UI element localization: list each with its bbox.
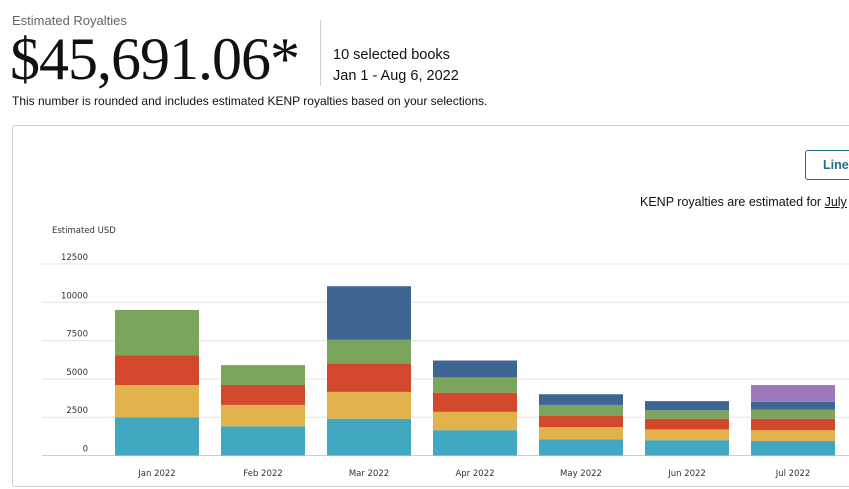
bar-segment[interactable] [221,365,305,386]
line-chart-button[interactable]: Line [805,150,849,180]
bar-segment[interactable] [539,415,623,428]
bar-segment[interactable] [645,401,729,411]
header-divider [320,20,321,86]
bar-segment[interactable] [645,440,729,456]
bar-segment[interactable] [433,392,517,412]
bar-segment[interactable] [751,430,835,441]
x-tick-label: Feb 2022 [243,469,282,479]
x-tick-labels: Jan 2022 Feb 2022 Mar 2022 Apr 2022 May 2022… [137,469,810,479]
x-tick-label: Apr 2022 [455,469,494,479]
selected-books-count: 10 selected books [333,47,450,63]
kenp-note-text: KENP royalties are estimated for [640,195,825,209]
bar-segment[interactable] [645,429,729,441]
royalties-label: Estimated Royalties [12,13,127,28]
y-axis-label: Estimated USD [52,226,116,236]
bar-segment[interactable] [433,377,517,393]
x-tick-label: Mar 2022 [349,469,389,479]
bar-segment[interactable] [221,385,305,405]
bar-segment[interactable] [115,417,199,456]
x-tick-label: May 2022 [560,469,602,479]
bar-segment[interactable] [645,410,729,419]
y-tick-label: 10000 [61,291,88,301]
bar-segment[interactable] [433,360,517,378]
bar-segment[interactable] [115,355,199,386]
bar-segment[interactable] [115,385,199,418]
bar-segment[interactable] [539,394,623,405]
x-tick-label: Jun 2022 [667,469,706,479]
bar-segment[interactable] [751,401,835,410]
rounding-note: This number is rounded and includes esti… [12,94,488,108]
date-range: Jan 1 - Aug 6, 2022 [333,68,459,84]
x-tick-label: Jan 2022 [137,469,175,479]
bar-segment[interactable] [539,439,623,456]
y-tick-label: 0 [83,445,88,455]
bar-segment[interactable] [433,430,517,456]
bar-segment[interactable] [645,418,729,430]
royalties-amount: $45,691.06* [10,26,300,92]
bar-segment[interactable] [327,363,411,392]
kenp-month-link[interactable]: July [824,195,847,209]
kenp-estimate-note: KENP royalties are estimated for July [640,195,847,209]
bar-segment[interactable] [221,404,305,427]
bar-segment[interactable] [327,391,411,419]
bars [115,286,835,456]
bar-segment[interactable] [433,411,517,431]
bar-segment[interactable] [327,418,411,456]
bar-segment[interactable] [539,427,623,440]
bar-segment[interactable] [221,426,305,456]
bar-segment[interactable] [751,440,835,456]
x-tick-label: Jul 2022 [775,469,811,479]
bar-segment[interactable] [327,286,411,340]
bar-segment[interactable] [115,309,199,356]
bar-segment[interactable] [327,339,411,364]
bar-segment[interactable] [751,418,835,431]
y-tick-label: 7500 [66,330,88,340]
bar-segment[interactable] [751,409,835,419]
bar-segment[interactable] [539,404,623,416]
bar-segment[interactable] [751,385,835,402]
y-tick-label: 2500 [66,406,88,416]
y-tick-labels: 0 2500 5000 7500 10000 12500 [61,253,88,455]
y-tick-label: 12500 [61,253,88,263]
y-tick-label: 5000 [66,368,88,378]
